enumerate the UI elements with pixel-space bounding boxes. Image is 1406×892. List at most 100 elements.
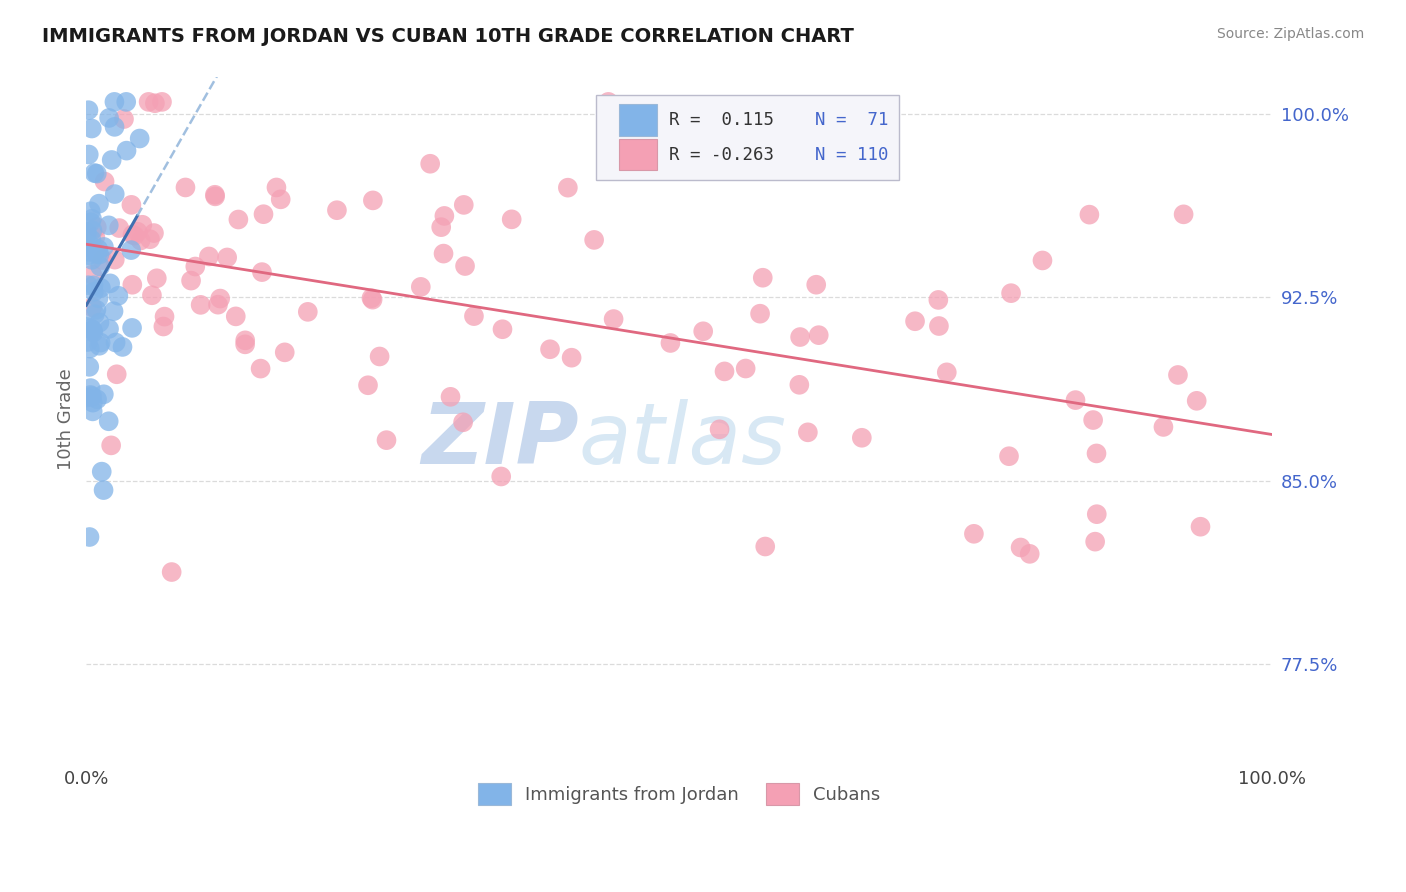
Text: ZIP: ZIP xyxy=(420,399,578,482)
Point xyxy=(87,196,110,211)
Point xyxy=(491,322,513,336)
Point xyxy=(489,469,512,483)
Point xyxy=(709,422,731,436)
Point xyxy=(184,260,207,274)
Point xyxy=(98,111,121,125)
Point xyxy=(89,339,111,353)
Point xyxy=(115,144,138,158)
Point xyxy=(87,292,110,306)
Point xyxy=(1185,393,1208,408)
Point xyxy=(174,180,197,194)
Point xyxy=(797,425,820,440)
Point xyxy=(84,230,107,244)
Point xyxy=(103,304,125,318)
Point xyxy=(1018,547,1040,561)
Point xyxy=(86,220,108,235)
Point xyxy=(79,342,101,356)
Point xyxy=(375,433,398,447)
Point xyxy=(79,388,101,402)
Point xyxy=(86,392,108,407)
Point xyxy=(1167,368,1189,382)
Point xyxy=(659,336,682,351)
Point xyxy=(928,319,950,334)
Point xyxy=(111,340,134,354)
Point xyxy=(270,192,292,206)
Point xyxy=(76,391,98,405)
Point xyxy=(82,395,104,409)
Point xyxy=(76,320,98,334)
Point xyxy=(86,302,108,317)
Point xyxy=(583,233,606,247)
Point xyxy=(83,166,105,180)
Point xyxy=(76,334,98,349)
Point xyxy=(121,227,143,242)
Point xyxy=(100,438,122,452)
Point xyxy=(139,232,162,246)
Point xyxy=(557,180,579,194)
Point xyxy=(138,95,160,109)
Point xyxy=(274,345,297,359)
Point xyxy=(127,225,149,239)
Point xyxy=(249,361,271,376)
Point xyxy=(91,253,114,268)
Point xyxy=(1064,393,1087,408)
Point xyxy=(83,278,105,293)
Point xyxy=(83,285,105,299)
Point xyxy=(86,167,108,181)
Point xyxy=(104,252,127,267)
Point xyxy=(433,209,456,223)
Point xyxy=(851,431,873,445)
Point xyxy=(927,293,949,307)
Point xyxy=(80,211,103,226)
Point xyxy=(82,323,104,337)
Point xyxy=(1078,208,1101,222)
Point xyxy=(713,364,735,378)
Point xyxy=(146,271,169,285)
Point xyxy=(129,234,152,248)
FancyBboxPatch shape xyxy=(619,139,657,170)
Point xyxy=(124,228,146,243)
Point xyxy=(76,227,98,241)
Point xyxy=(79,381,101,395)
Point xyxy=(1084,534,1107,549)
Point xyxy=(77,235,100,250)
Point xyxy=(734,361,756,376)
Point xyxy=(128,131,150,145)
Point xyxy=(80,252,103,267)
Point xyxy=(409,280,432,294)
Point xyxy=(89,247,111,261)
Point xyxy=(79,321,101,335)
Point xyxy=(451,415,474,429)
Point xyxy=(209,292,232,306)
Point xyxy=(463,309,485,323)
FancyBboxPatch shape xyxy=(619,104,657,136)
Point xyxy=(935,365,957,379)
Text: R =  0.115: R = 0.115 xyxy=(669,111,773,129)
Text: Source: ZipAtlas.com: Source: ZipAtlas.com xyxy=(1216,27,1364,41)
Text: N = 110: N = 110 xyxy=(814,145,889,163)
Point xyxy=(77,359,100,374)
Point xyxy=(77,278,100,293)
Point xyxy=(76,225,98,239)
Point xyxy=(266,180,288,194)
Point xyxy=(807,328,830,343)
Point xyxy=(98,322,121,336)
Point xyxy=(93,483,115,497)
Point xyxy=(1000,286,1022,301)
Text: N =  71: N = 71 xyxy=(814,111,889,129)
Point xyxy=(79,530,101,544)
Point xyxy=(225,310,247,324)
Point xyxy=(204,187,226,202)
Y-axis label: 10th Grade: 10th Grade xyxy=(58,368,75,470)
Point xyxy=(233,334,256,348)
Point xyxy=(361,194,384,208)
Point xyxy=(80,204,103,219)
Point xyxy=(198,250,221,264)
Point xyxy=(207,298,229,312)
Point xyxy=(121,277,143,292)
Point xyxy=(131,218,153,232)
Point xyxy=(77,248,100,262)
Point xyxy=(602,312,624,326)
Point xyxy=(121,321,143,335)
Point xyxy=(76,239,98,253)
